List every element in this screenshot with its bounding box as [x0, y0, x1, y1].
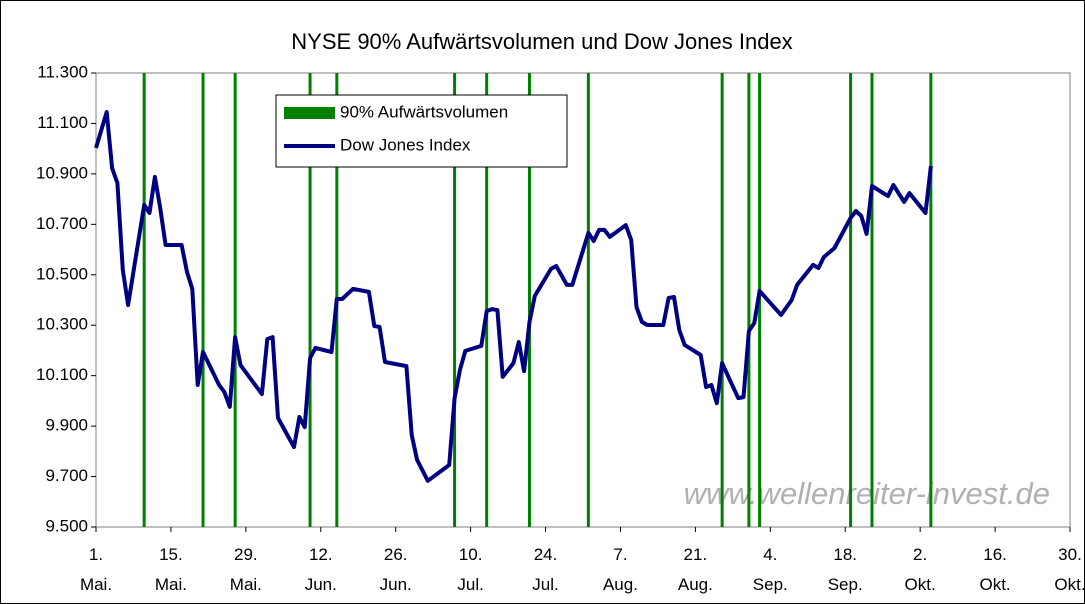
- y-tick-label: 10.700: [36, 214, 88, 233]
- y-tick-label: 11.300: [37, 62, 88, 81]
- x-tick-label: 21. Aug.: [677, 545, 713, 594]
- legend-label: Dow Jones Index: [340, 135, 471, 154]
- x-tick-label: 30. Okt.: [1054, 545, 1085, 594]
- x-tick-label: 12. Jun.: [304, 545, 337, 594]
- x-tick-label: 29. Mai.: [229, 545, 262, 594]
- x-tick-label: 24. Jul.: [532, 545, 559, 594]
- y-tick-label: 9.500: [45, 516, 88, 535]
- y-tick-label: 10.500: [36, 264, 88, 283]
- x-tick-label: 4. Sep.: [752, 545, 788, 594]
- x-tick-label: 18. Sep.: [827, 545, 863, 594]
- y-tick-label: 10.300: [36, 315, 88, 334]
- x-tick-label: 26. Jun.: [379, 545, 412, 594]
- plot-area: [95, 72, 1071, 528]
- x-tick-label: 2. Okt.: [904, 545, 936, 594]
- y-tick-label: 10.100: [36, 365, 88, 384]
- y-tick-label: 10.900: [36, 163, 88, 182]
- watermark: www.wellenreiter-invest.de: [684, 476, 1050, 511]
- y-tick-label: 11.100: [37, 113, 88, 132]
- y-tick-label: 9.900: [45, 416, 88, 435]
- x-tick-label: 16. Okt.: [979, 545, 1011, 594]
- line-series: [94, 110, 933, 483]
- x-tick-label: 1. Mai.: [79, 545, 113, 594]
- y-tick-label: 9.700: [45, 466, 88, 485]
- chart-title: NYSE 90% Aufwärtsvolumen und Dow Jones I…: [291, 29, 792, 54]
- x-tick-label: 7. Aug.: [602, 545, 638, 594]
- x-tick-label: 15. Mai.: [154, 545, 187, 594]
- x-tick-label: 10. Jul.: [457, 545, 484, 594]
- legend-swatch: [284, 107, 335, 119]
- legend: 90% Aufwärtsvolumen Dow Jones Index: [275, 94, 568, 168]
- legend-label: 90% Aufwärtsvolumen: [340, 102, 508, 121]
